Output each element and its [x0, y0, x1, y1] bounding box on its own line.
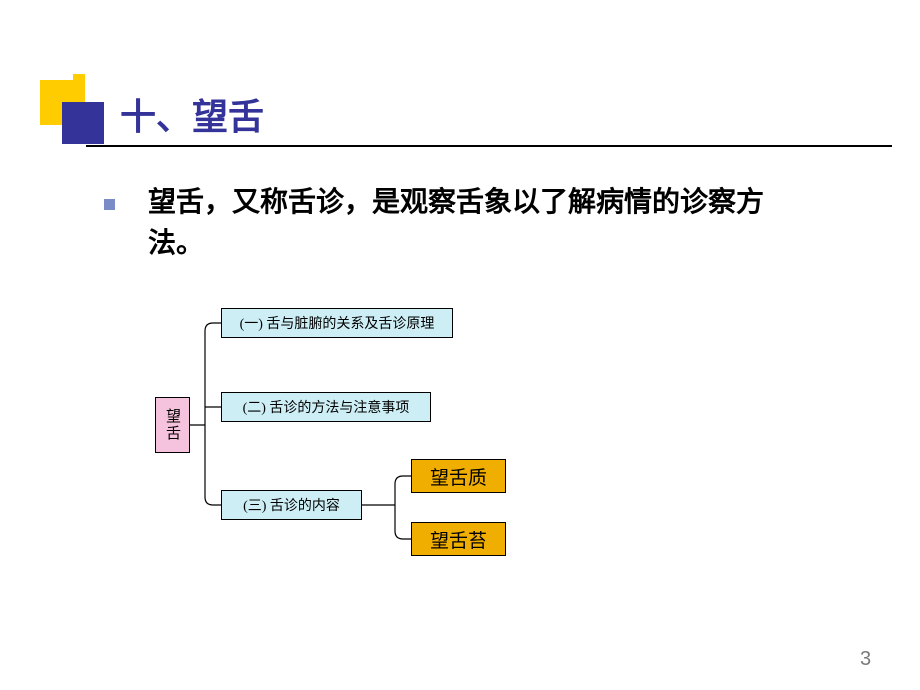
diagram-leaf-2: 望舌苔 [411, 522, 506, 556]
page-number: 3 [860, 648, 871, 671]
diagram-branch-3-label: (三) 舌诊的内容 [243, 495, 340, 515]
slide-title: 十、望舌 [120, 88, 264, 140]
diagram-branch-2: (二) 舌诊的方法与注意事项 [221, 392, 431, 422]
diagram-branch-1: (一) 舌与脏腑的关系及舌诊原理 [221, 308, 453, 338]
diagram-leaf-1-label: 望舌质 [430, 463, 487, 490]
bullet-square [104, 199, 115, 210]
diagram-branch-1-label: (一) 舌与脏腑的关系及舌诊原理 [240, 313, 435, 333]
diagram-root-box: 望舌 [155, 397, 190, 453]
title-underline [86, 145, 892, 147]
diagram-leaf-1: 望舌质 [411, 459, 506, 493]
decor-blue-square [62, 102, 104, 144]
decor-small-yellow-square [73, 74, 85, 86]
diagram-root-label: 望舌 [162, 408, 183, 442]
diagram-leaf-2-label: 望舌苔 [430, 526, 487, 553]
diagram-branch-3: (三) 舌诊的内容 [221, 490, 362, 520]
diagram-branch-2-label: (二) 舌诊的方法与注意事项 [243, 397, 410, 417]
body-text: 望舌，又称舌诊，是观察舌象以了解病情的诊察方法。 [148, 183, 808, 264]
